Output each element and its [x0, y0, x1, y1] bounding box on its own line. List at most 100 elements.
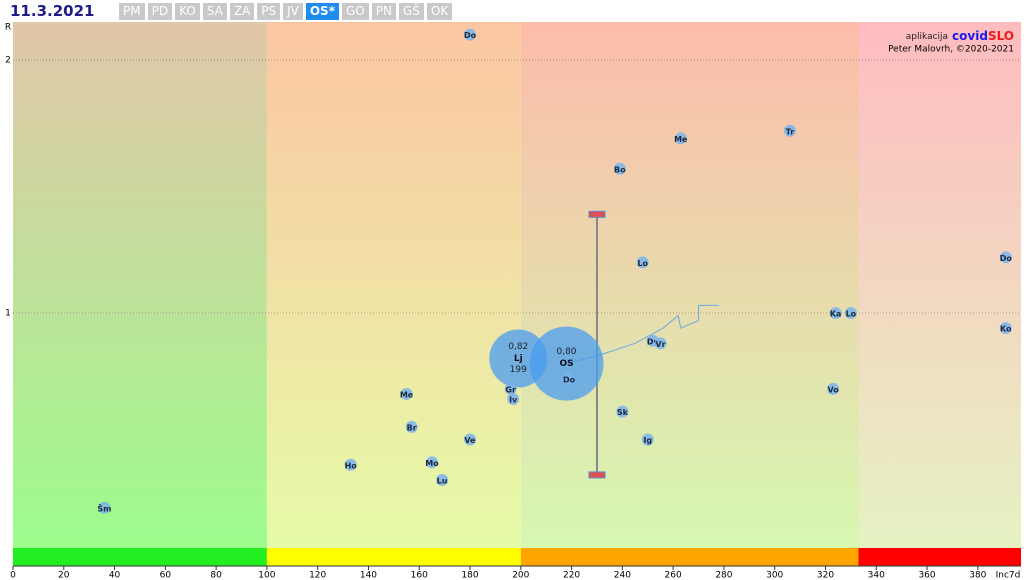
region-tab[interactable]: JV: [283, 3, 303, 20]
credit-part: SLO: [988, 29, 1014, 43]
credit-part: covid: [952, 29, 988, 43]
x-tick-label: 80: [210, 571, 222, 580]
x-axis-label: Inc7d: [996, 571, 1021, 580]
point-label: Me: [400, 390, 414, 399]
point-label: Lo: [846, 309, 857, 318]
zone-strip: [520, 548, 859, 566]
x-tick-label: 280: [715, 571, 732, 580]
zone: [520, 22, 859, 548]
region-tab[interactable]: OK: [426, 3, 453, 20]
header: 11.3.2021 PM PD KO SA ZA PS JV OS* GO PN GŠ OK: [0, 0, 1024, 22]
x-tick-label: 20: [58, 571, 70, 580]
zone-strip: [858, 548, 1021, 566]
point: [827, 382, 840, 395]
point: [436, 473, 449, 486]
credit: aplikacija covidSLO: [906, 29, 1014, 43]
zone-strip: [13, 548, 267, 566]
point-label: Dv: [647, 337, 660, 346]
x-tick-label: 120: [309, 571, 326, 580]
point: [563, 372, 576, 385]
point-label: Ve: [464, 436, 476, 445]
point-label: Ho: [345, 461, 358, 470]
point-label: Gr: [505, 385, 516, 394]
point: [783, 124, 796, 137]
region-tab[interactable]: SA: [202, 3, 227, 20]
date: 11.3.2021: [10, 2, 95, 20]
bubble-value: 0,82: [508, 342, 528, 352]
credit-part: aplikacija: [906, 32, 948, 42]
region-tab[interactable]: OS*: [305, 3, 339, 20]
point-label: Bo: [614, 165, 626, 174]
point: [464, 433, 477, 446]
credit-author: Peter Malovrh, ©2020-2021: [888, 45, 1014, 55]
point: [507, 393, 520, 406]
x-tick-label: 200: [512, 571, 529, 580]
bubble-value: 0,80: [556, 347, 576, 357]
point-label: Šm: [97, 502, 111, 513]
point: [400, 387, 413, 400]
range-high: [588, 210, 606, 218]
region-tab[interactable]: GŠ: [398, 3, 424, 20]
point-label: Br: [407, 423, 417, 432]
zone: [858, 22, 1021, 548]
bubble-x-value: 199: [510, 365, 527, 375]
x-tick-label: 60: [160, 571, 172, 580]
tabs: PM PD KO SA ZA PS JV OS* GO PN GŠ OK: [119, 3, 453, 20]
point-label: Lu: [437, 476, 448, 485]
y-tick-label: 1: [5, 308, 11, 318]
bubble-name: Lj: [514, 354, 523, 364]
point: [999, 322, 1012, 335]
region-tab[interactable]: KO: [175, 3, 200, 20]
point: [844, 306, 857, 319]
point: [613, 162, 626, 175]
point: [616, 405, 629, 418]
region-tab[interactable]: PD: [147, 3, 173, 20]
x-tick-label: 40: [109, 571, 121, 580]
point-label: Vo: [827, 385, 839, 394]
point: [654, 337, 667, 350]
x-tick-label: 320: [817, 571, 834, 580]
x-tick-label: 0: [10, 571, 16, 580]
x-tick-label: 220: [563, 571, 580, 580]
region-tab[interactable]: PN: [371, 3, 396, 20]
point-label: Do: [1000, 254, 1013, 263]
bubble-name: OS: [559, 359, 573, 369]
x-tick-label: 180: [461, 571, 478, 580]
point: [425, 456, 438, 469]
region-tab[interactable]: ZA: [229, 3, 255, 20]
bubble: [529, 326, 604, 401]
region-tab[interactable]: PS: [257, 3, 281, 20]
point-label: Do: [563, 375, 576, 384]
point: [999, 251, 1012, 264]
region-tab[interactable]: PM: [119, 3, 145, 20]
y-axis-label: R: [5, 23, 11, 33]
x-tick-label: 260: [665, 571, 682, 580]
x-tick-label: 300: [766, 571, 783, 580]
point-label: Sk: [617, 408, 629, 417]
point: [344, 458, 357, 471]
point-label: Me: [674, 135, 688, 144]
x-tick-label: 340: [868, 571, 885, 580]
range-low: [588, 471, 606, 479]
point-label: Tr: [786, 127, 795, 136]
point: [405, 420, 418, 433]
y-tick-label: 2: [5, 55, 11, 65]
point-label: Do: [464, 31, 477, 40]
x-tick-label: 240: [614, 571, 631, 580]
zone: [13, 22, 267, 548]
point: [464, 28, 477, 41]
x-tick-label: 380: [969, 571, 986, 580]
x-tick-label: 160: [411, 571, 428, 580]
region-tab[interactable]: GO: [341, 3, 369, 20]
point: [636, 256, 649, 269]
trail: [566, 304, 719, 365]
point: [641, 433, 654, 446]
point-label: Iv: [509, 396, 518, 405]
x-tick-label: 140: [360, 571, 377, 580]
point: [674, 132, 687, 145]
point-label: Ko: [1000, 325, 1012, 334]
point: [98, 501, 111, 514]
point-label: Mo: [425, 459, 439, 468]
